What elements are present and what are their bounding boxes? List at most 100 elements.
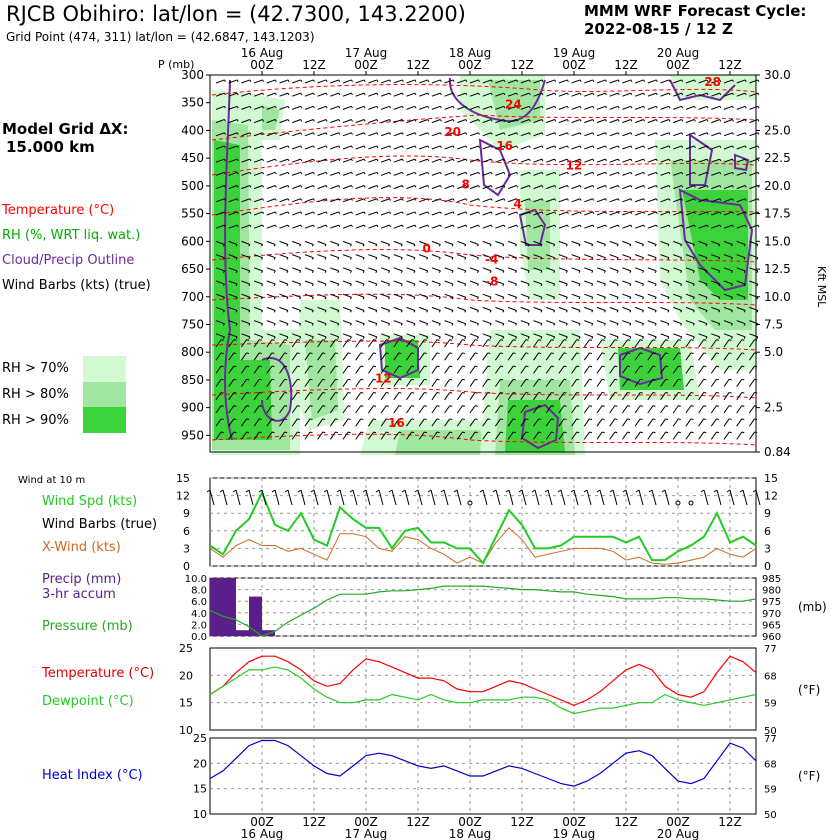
wind-barb (596, 211, 606, 216)
wind-barb (533, 431, 540, 440)
wind-barb-flag (414, 158, 417, 162)
wind-barb-flag (589, 365, 593, 368)
wind-barb (368, 267, 378, 272)
height-tick-label: 7.5 (764, 317, 783, 331)
wind-barb (584, 79, 593, 84)
wind-barb (368, 280, 378, 285)
wind-barb (419, 105, 428, 110)
wind-barb (736, 365, 743, 374)
wind-barb (736, 333, 746, 338)
wind-barb (253, 158, 263, 163)
wind-barb-flag (222, 297, 225, 300)
wind-barb (660, 418, 667, 427)
wind-barb-flag (386, 378, 389, 381)
wind-barb (469, 198, 479, 203)
wind-barb (673, 267, 682, 272)
wind-barb (482, 79, 492, 84)
wind-barb (457, 240, 466, 245)
wind-barb-flag (487, 405, 491, 407)
wind-barb (368, 171, 378, 176)
wind-barb (558, 119, 568, 124)
wind-barb (215, 105, 225, 110)
wind-barb-flag (465, 172, 468, 175)
wind-barb-flag (629, 323, 632, 326)
wind-barb (520, 352, 527, 361)
wind-barb (241, 211, 251, 216)
wind-barb-flag (668, 158, 671, 162)
wind-barb-flag (325, 185, 328, 188)
wind-barb (419, 293, 428, 298)
wind-barb (482, 145, 492, 150)
legend-rh70-label: RH > 70% (2, 361, 69, 376)
wind-barb-flag (502, 336, 505, 339)
wind-barb (228, 365, 235, 374)
wind-barb (279, 92, 289, 97)
wind-barb (711, 240, 720, 245)
wind-barb (241, 293, 251, 298)
wind-barb (240, 392, 247, 401)
wind-barb-10m (729, 489, 735, 506)
wind-barb (660, 392, 667, 401)
wind-barb-flag (312, 145, 315, 148)
wind-barb-flag (465, 92, 468, 96)
wind-barb-flag (300, 172, 303, 175)
wind-barb-flag (224, 185, 226, 188)
wind-barb-flag (312, 92, 315, 96)
wind-barb-flag (703, 405, 707, 407)
wind-barb-flag (652, 418, 656, 421)
wind-barb (355, 431, 362, 440)
wind-barb-flag (716, 378, 720, 381)
wind-barb (533, 254, 543, 259)
wind-barb (698, 320, 708, 325)
wind-barb-flag (643, 145, 646, 148)
wind-barb-flag (362, 270, 365, 273)
temperature-label: 4 (513, 197, 521, 211)
wind-barb-flag (654, 310, 657, 313)
heat-index-line (209, 739, 757, 787)
wind-barb-flag (261, 244, 263, 247)
wind-barb (621, 392, 628, 401)
wind-barb (456, 418, 463, 427)
cloud-outline (734, 153, 750, 172)
wind-barb-flag (363, 185, 366, 188)
wind-barb-flag (719, 119, 722, 122)
wind-barb (609, 198, 619, 203)
wind-barb (393, 280, 403, 285)
precip-tick: 0.0 (191, 632, 207, 643)
wind-barb-flag (300, 106, 303, 109)
wind-barb (520, 392, 527, 401)
wind-barb (495, 280, 505, 285)
wind-barb-flag (592, 185, 595, 188)
wind-barb (596, 339, 603, 348)
wind-barb (380, 293, 390, 298)
wind-barb (330, 333, 339, 338)
wind-barb (304, 352, 311, 361)
wind-barb-flag (541, 106, 544, 109)
wind-barb (507, 92, 517, 97)
wind-barb (330, 293, 339, 298)
wind-barb (406, 431, 413, 440)
wind-barb (266, 211, 276, 216)
wind-barb (736, 293, 746, 298)
wind-barb-flag (614, 405, 618, 407)
wind-barb (507, 392, 514, 401)
temperature-contour (211, 388, 757, 399)
wind-barb (215, 306, 225, 311)
wind-barb-flag (386, 365, 389, 368)
wind-barb-flag (489, 297, 492, 300)
wind-tick-right: 0 (764, 560, 771, 573)
wind-barb-flag (554, 92, 557, 96)
wind-barb (558, 211, 568, 216)
wind-barb-flag (591, 323, 594, 326)
wind-barb-flag (592, 145, 595, 148)
temp-tick-right: 77 (764, 644, 777, 655)
wind-barb-flag (693, 224, 696, 228)
wind-barb-flag (324, 270, 327, 273)
wind-barb-flag (629, 297, 632, 300)
wind-barb (266, 105, 276, 110)
wind-barb-flag (576, 391, 580, 394)
wind-barb-flag (705, 244, 708, 247)
wind-barb (673, 105, 682, 110)
wind-barb (482, 158, 492, 163)
wind-barb-flag (413, 323, 416, 326)
